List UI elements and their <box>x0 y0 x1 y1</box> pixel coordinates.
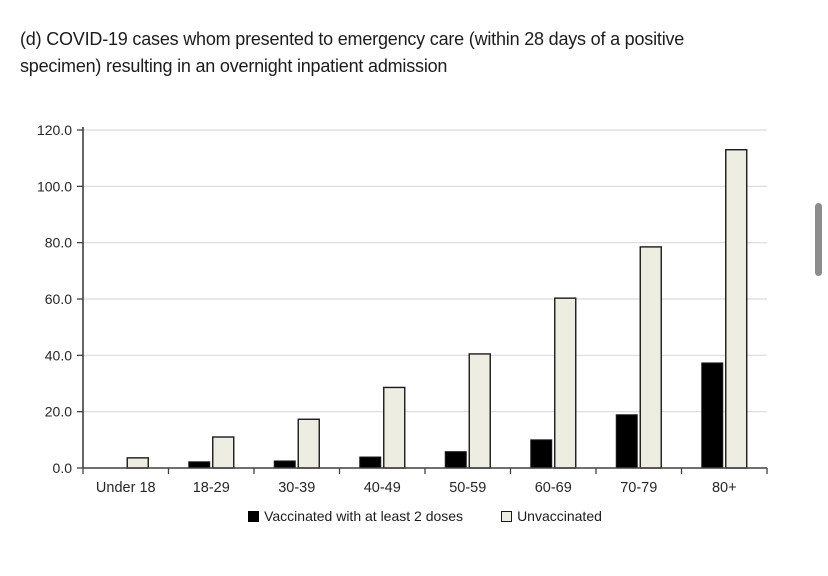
bar-unvaccinated-30-39 <box>297 418 320 469</box>
bar-unvaccinated-40-49 <box>383 386 406 469</box>
chart-title-line-1: (d) COVID-19 cases whom presented to eme… <box>20 29 685 49</box>
bar-unvaccinated-50-59 <box>468 353 491 469</box>
bar-vaccinated-30-39 <box>273 460 296 469</box>
bar-unvaccinated-under-18 <box>126 457 149 469</box>
legend-label-vaccinated: Vaccinated with at least 2 doses <box>264 508 464 524</box>
legend-label-unvaccinated: Unvaccinated <box>517 508 602 524</box>
legend-item-unvaccinated: Unvaccinated <box>501 508 602 524</box>
bar-unvaccinated-18-29 <box>212 436 235 469</box>
x-category-label: 70-79 <box>620 480 657 496</box>
chart-title-line-2: specimen) resulting in an overnight inpa… <box>20 56 448 76</box>
bar-unvaccinated-60-69 <box>554 297 577 469</box>
scrollbar-thumb[interactable] <box>815 203 822 276</box>
x-category-label: Under 18 <box>96 480 156 496</box>
chart-title: (d) COVID-19 cases whom presented to eme… <box>20 26 820 80</box>
x-category-label: 40-49 <box>364 480 401 496</box>
bar-vaccinated-50-59 <box>444 451 467 469</box>
chart-legend: Vaccinated with at least 2 doses Unvacci… <box>83 508 767 524</box>
legend-swatch-unvaccinated-icon <box>501 510 513 522</box>
y-tick-label: 80.0 <box>45 235 72 251</box>
y-tick-label: 40.0 <box>45 347 72 363</box>
y-tick-label: 100.0 <box>37 178 72 194</box>
y-tick-label: 60.0 <box>45 291 72 307</box>
bar-unvaccinated-80+ <box>725 149 748 469</box>
bar-vaccinated-40-49 <box>359 456 382 469</box>
x-category-label: 80+ <box>712 480 737 496</box>
bar-unvaccinated-70-79 <box>639 246 662 469</box>
x-category-label: 18-29 <box>193 480 230 496</box>
bar-vaccinated-18-29 <box>188 461 211 469</box>
bar-vaccinated-70-79 <box>615 414 638 469</box>
x-category-label: 30-39 <box>278 480 315 496</box>
y-tick-label: 20.0 <box>45 404 72 420</box>
x-category-label: 50-59 <box>449 480 486 496</box>
y-tick-label: 0.0 <box>53 460 73 476</box>
y-tick-label: 120.0 <box>37 122 72 138</box>
legend-swatch-vaccinated-icon <box>248 510 260 522</box>
bar-vaccinated-60-69 <box>530 439 553 469</box>
x-category-label: 60-69 <box>535 480 572 496</box>
legend-item-vaccinated: Vaccinated with at least 2 doses <box>248 508 463 524</box>
bar-vaccinated-80+ <box>701 362 724 469</box>
